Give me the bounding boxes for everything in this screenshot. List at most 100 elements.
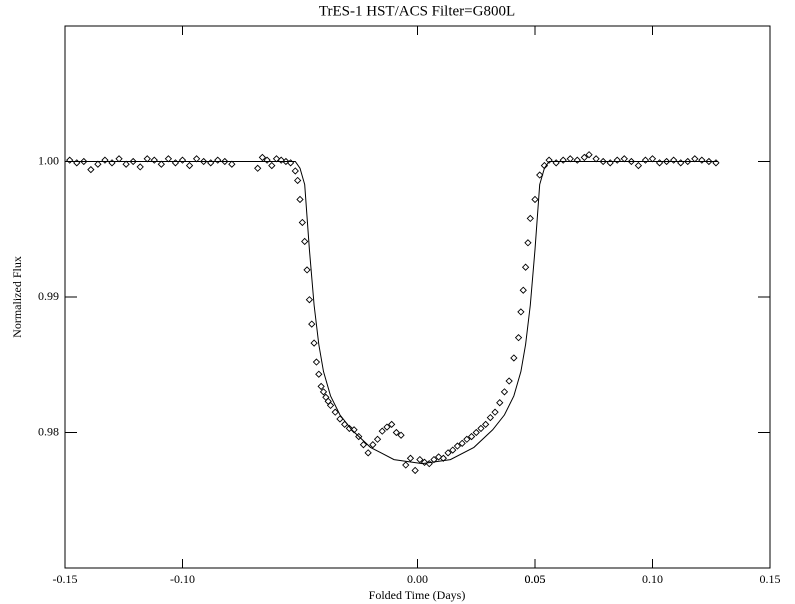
y-tick-label: 0.98 [38, 424, 59, 438]
data-point [122, 160, 130, 168]
data-point [430, 455, 438, 464]
data-point [585, 151, 593, 159]
data-point [698, 156, 706, 164]
data-point [420, 458, 429, 466]
data-point [458, 439, 466, 447]
data-point [521, 263, 530, 271]
data-point [373, 435, 382, 443]
data-point [101, 156, 109, 164]
data-point [573, 156, 581, 164]
data-point [592, 155, 600, 163]
data-point [73, 159, 81, 167]
data-point [559, 156, 567, 164]
data-point [228, 160, 236, 168]
data-point [524, 239, 532, 247]
data-point [308, 320, 316, 328]
data-point [514, 334, 523, 342]
data-point [136, 163, 144, 171]
data-point [691, 155, 699, 163]
data-point [315, 370, 323, 378]
data-point [491, 408, 499, 416]
data-point [411, 466, 419, 475]
data-point [406, 454, 415, 462]
data-point [510, 354, 518, 362]
data-point [677, 159, 685, 167]
data-point [482, 420, 490, 429]
model-line [65, 161, 719, 465]
data-point [341, 420, 349, 429]
data-point [312, 358, 321, 366]
data-point [221, 157, 229, 166]
data-point [439, 454, 447, 462]
data-point [143, 155, 151, 163]
data-point [178, 156, 187, 164]
data-point [254, 164, 262, 172]
data-point [317, 382, 325, 391]
data-point [298, 218, 306, 227]
data-point [486, 413, 494, 422]
data-point [200, 157, 208, 166]
data-point [388, 420, 396, 429]
x-tick-label: -0.15 [53, 572, 78, 586]
data-point [670, 156, 678, 164]
x-tick-label: 0.15 [760, 572, 781, 586]
data-point [87, 165, 95, 174]
data-point [185, 161, 194, 170]
data-point [606, 159, 614, 167]
data-point [496, 399, 504, 407]
data-point [435, 453, 443, 461]
data-point [331, 408, 339, 416]
data-point [444, 449, 452, 457]
data-point [641, 156, 650, 164]
data-point [282, 157, 290, 166]
data-point [326, 401, 335, 410]
data-point [531, 195, 539, 204]
data-point [129, 157, 137, 166]
data-point [369, 441, 377, 449]
data-point [634, 161, 643, 170]
data-point [294, 176, 302, 185]
data-point [536, 171, 544, 179]
data-point [263, 156, 271, 164]
x-tick-label: 0.10 [642, 572, 663, 586]
plot-frame [64, 25, 771, 569]
data-point [397, 431, 405, 439]
data-point [620, 155, 628, 163]
data-point [705, 157, 713, 166]
data-point [115, 155, 123, 163]
data-point [463, 435, 471, 443]
x-axis-label: Folded Time (Days) [369, 588, 466, 602]
data-point [277, 156, 285, 164]
data-point [258, 153, 267, 162]
data-point [566, 155, 574, 163]
data-point [108, 159, 116, 167]
data-point [519, 286, 527, 294]
data-point [517, 308, 525, 316]
data-point [364, 449, 372, 457]
data-point [613, 156, 621, 164]
data-point [324, 397, 332, 405]
data-point [416, 455, 424, 464]
data-point [66, 156, 74, 164]
data-point [355, 432, 363, 441]
data-point [296, 195, 304, 204]
data-point [378, 427, 386, 435]
data-point [359, 441, 368, 449]
data-point [305, 296, 314, 304]
data-point [545, 156, 553, 164]
data-point [472, 428, 480, 437]
x-tick-label: 0.00 [407, 572, 428, 586]
data-point [552, 159, 560, 167]
data-point [319, 388, 328, 396]
data-point [164, 155, 173, 163]
data-point [477, 424, 485, 433]
data-point [684, 157, 692, 166]
x-tick-label: -0.10 [170, 572, 195, 586]
data-point [150, 156, 158, 164]
data-point [453, 442, 462, 450]
data-point [207, 159, 215, 167]
data-point [291, 167, 299, 175]
data-point [303, 266, 311, 274]
